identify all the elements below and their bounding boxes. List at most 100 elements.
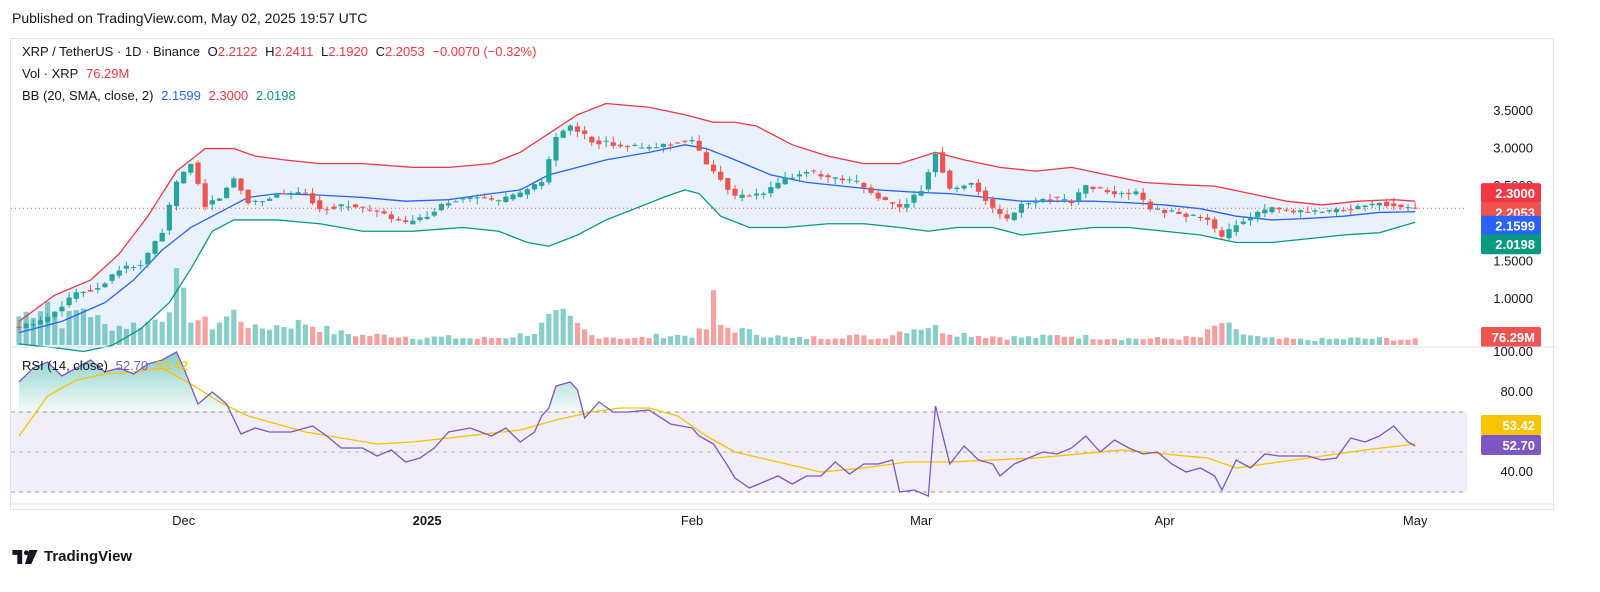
candle-body [417, 217, 423, 221]
volume-bar [710, 290, 717, 345]
candle [854, 174, 860, 184]
volume-bar [825, 339, 831, 345]
candle-body [553, 137, 559, 161]
candle-body [582, 130, 588, 134]
candle [173, 180, 180, 211]
candle-body [173, 181, 180, 207]
candle [1197, 214, 1203, 222]
candle [66, 292, 72, 308]
candle-body [1405, 207, 1411, 209]
candle-body [1126, 192, 1132, 195]
candle [116, 265, 122, 279]
legend-bb-label[interactable]: BB (20, SMA, close, 2) [22, 88, 154, 103]
chart-frame[interactable]: 3.50003.00002.50002.00001.50001.00000.50… [10, 38, 1555, 528]
candle-body [1326, 210, 1332, 212]
candle-body [1298, 210, 1304, 213]
volume-bar [818, 338, 824, 345]
legend-rsi-row: RSI (14, close) 52.70 53.42 [22, 358, 192, 373]
legend-change: −0.0070 (−0.32%) [432, 44, 537, 59]
candle [309, 188, 316, 206]
candle [553, 132, 559, 167]
candle-body [195, 162, 201, 184]
candle [689, 136, 695, 144]
candle-body [345, 206, 351, 208]
candle-body [768, 187, 774, 194]
candle [138, 260, 144, 270]
volume-bar [553, 310, 559, 345]
volume-bar [889, 335, 896, 345]
footer-brand-text: TradingView [44, 548, 133, 565]
tradingview-brand[interactable]: TradingView [12, 548, 132, 565]
candle-body [403, 220, 409, 223]
candle [45, 313, 51, 328]
candle-body [1348, 209, 1354, 211]
candle [1011, 211, 1017, 222]
candle [617, 141, 624, 149]
volume-bar [582, 329, 588, 345]
candle [531, 183, 538, 192]
volume-bar [467, 338, 473, 345]
candle [1018, 201, 1024, 218]
price-badge-label: 2.1599 [1495, 219, 1535, 234]
candle-body [1190, 214, 1196, 216]
candle-body [309, 193, 316, 204]
candle [1383, 198, 1390, 208]
candle-body [560, 130, 566, 138]
volume-bar [1262, 337, 1268, 345]
candle [30, 319, 36, 331]
rsi-overbought-fill [19, 352, 1416, 412]
candle [80, 290, 87, 298]
legend-bb-upper: 2.3000 [208, 88, 249, 103]
candle-body [288, 193, 294, 195]
candle-body [1197, 217, 1203, 219]
candle-body [868, 187, 874, 193]
candle-body [367, 209, 373, 211]
volume-bar [546, 313, 552, 345]
volume-bar [1219, 323, 1225, 345]
candle [95, 282, 101, 294]
candle-body [259, 201, 266, 203]
candle-body [861, 183, 867, 188]
candle [474, 194, 480, 205]
candle [954, 185, 960, 193]
volume-bar [1233, 329, 1239, 345]
volume-bar [95, 315, 101, 345]
candle-body [95, 288, 101, 290]
legend-rsi-label[interactable]: RSI (14, close) [22, 358, 108, 373]
candle [345, 200, 351, 211]
candle-body [1162, 210, 1168, 214]
candle [1247, 212, 1254, 226]
candle [1283, 207, 1289, 212]
volume-bar [1140, 339, 1146, 345]
volume-bar [589, 335, 595, 345]
candle [324, 206, 330, 215]
volume-bar [1412, 338, 1418, 345]
candle-body [1341, 210, 1347, 212]
legend-vol-label[interactable]: Vol · XRP [22, 66, 79, 81]
candle-body [1355, 205, 1361, 210]
chart-canvas[interactable]: 3.50003.00002.50002.00001.50001.00000.50… [11, 39, 1555, 539]
candle-body [1083, 185, 1089, 194]
candle-body [488, 198, 495, 200]
legend-open: 2.2122 [217, 44, 258, 59]
candle [403, 215, 409, 225]
legend-bb-row: BB (20, SMA, close, 2) 2.1599 2.3000 2.0… [22, 88, 300, 103]
volume-bar [1076, 338, 1082, 345]
legend-symbol[interactable]: XRP / TetherUS · 1D · Binance [22, 44, 200, 59]
volume-bar [868, 339, 874, 345]
rsi-line [18, 351, 1416, 497]
candle-body [224, 187, 230, 199]
candle-body [102, 283, 108, 288]
volume-bar [947, 334, 953, 345]
volume-bar [739, 328, 745, 345]
candle-body [317, 200, 323, 210]
volume-bar [796, 336, 803, 345]
candle [424, 211, 430, 221]
candle [1319, 211, 1325, 214]
price-badge-bg [1481, 215, 1541, 236]
volume-bar [682, 335, 688, 345]
candle [610, 136, 616, 149]
candle-body [1040, 199, 1046, 203]
candle [331, 203, 337, 211]
candle [417, 213, 423, 222]
